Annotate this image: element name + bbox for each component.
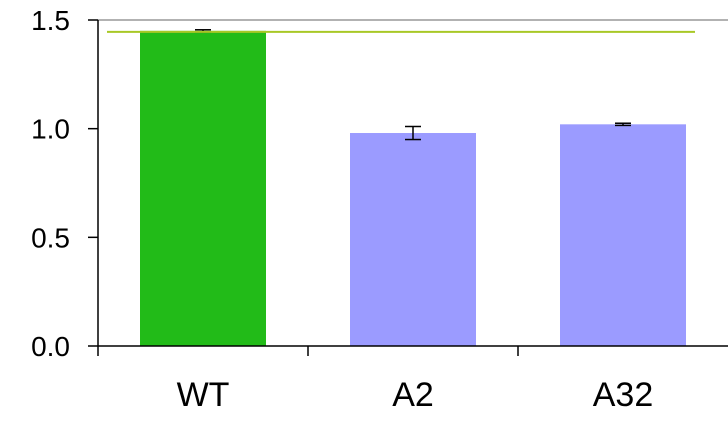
bars-layer [140,30,686,346]
labels-layer: WT A2 A32 0.0 0.5 1.0 1.5 [31,5,653,414]
bar-a2 [350,133,476,346]
y-tick-label-3: 1.5 [31,5,70,36]
y-tick-label-0: 0.0 [31,331,70,362]
bar-wt [140,30,266,346]
x-tick-label-a2: A2 [392,376,434,414]
x-tick-label-wt: WT [177,376,230,414]
axis-layer [88,19,728,356]
y-tick-label-1: 0.5 [31,222,70,253]
x-tick-label-a32: A32 [593,376,654,414]
bar-a32 [560,124,686,346]
y-tick-label-2: 1.0 [31,114,70,145]
